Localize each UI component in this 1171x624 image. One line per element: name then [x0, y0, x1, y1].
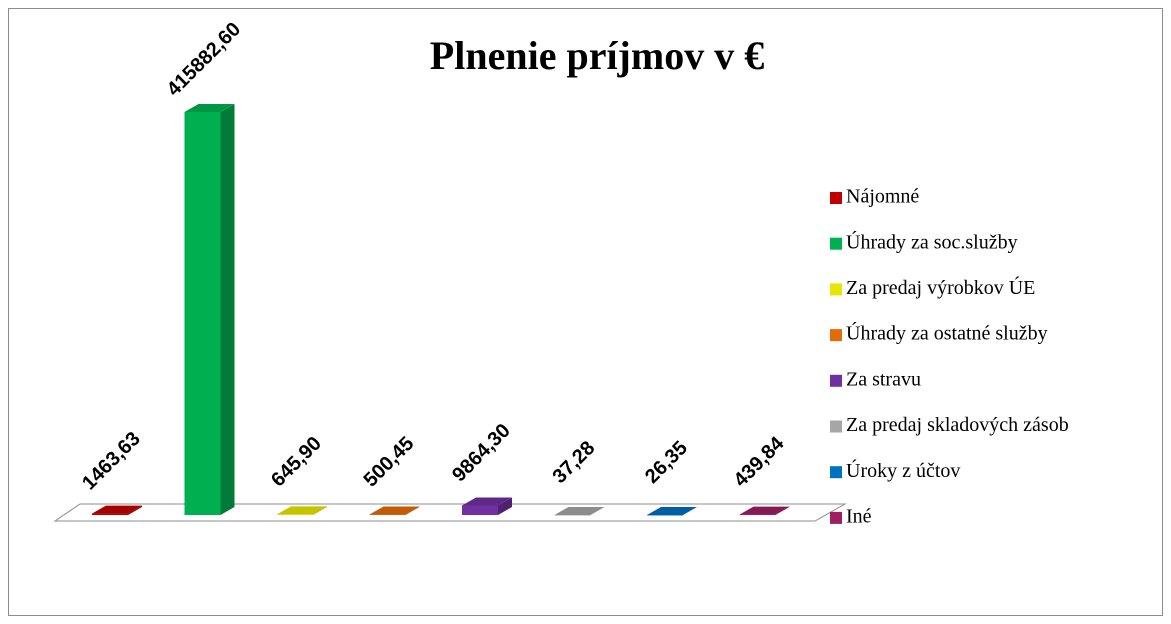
- bar-top: [739, 506, 790, 515]
- bar: [92, 513, 128, 515]
- bar-top: [647, 506, 697, 515]
- bar-side: [498, 497, 512, 515]
- legend-label: Nájomné: [846, 186, 919, 208]
- bar-side: [220, 103, 235, 515]
- bar-top: [92, 505, 142, 514]
- bar-top: [462, 497, 512, 506]
- legend-label: Za predaj skladových zásob: [846, 414, 1069, 436]
- legend-label: Úhrady za ostatné služby: [846, 321, 1048, 345]
- legend-swatch: [830, 237, 842, 250]
- bar-side: [683, 506, 697, 515]
- legend-swatch: [830, 374, 842, 387]
- legend-swatch: [830, 511, 842, 524]
- legend-label: Úroky z účtov: [846, 458, 960, 482]
- legend-swatch: [830, 466, 842, 479]
- bar-side: [590, 506, 605, 515]
- bar: [739, 514, 776, 516]
- legend-label: Za stravu: [846, 368, 921, 390]
- bar-top: [277, 506, 327, 515]
- bar-side: [313, 506, 327, 515]
- bar-top: [369, 506, 420, 515]
- chart-title: Plnenie príjmov v €: [430, 33, 764, 78]
- legend-label: Za predaj výrobkov ÚE: [846, 275, 1035, 299]
- chart-frame: [8, 8, 1163, 616]
- legend-swatch: [830, 192, 842, 204]
- legend-label: Iné: [846, 505, 872, 527]
- bar-top: [554, 506, 605, 515]
- legend-label: Úhrady za soc.služby: [846, 229, 1018, 253]
- legend-swatch: [830, 420, 842, 433]
- floor: [53, 503, 847, 522]
- bar-side: [128, 505, 142, 515]
- bar: [647, 514, 683, 516]
- bar: [554, 514, 591, 516]
- bar: [369, 514, 406, 516]
- bar: [277, 514, 313, 515]
- bar-side: [405, 506, 420, 515]
- bar: [184, 111, 221, 515]
- legend-swatch: [830, 329, 842, 342]
- bar: [462, 505, 498, 515]
- bar-top: [184, 103, 235, 112]
- legend-swatch: [830, 283, 842, 296]
- bar-side: [775, 506, 790, 515]
